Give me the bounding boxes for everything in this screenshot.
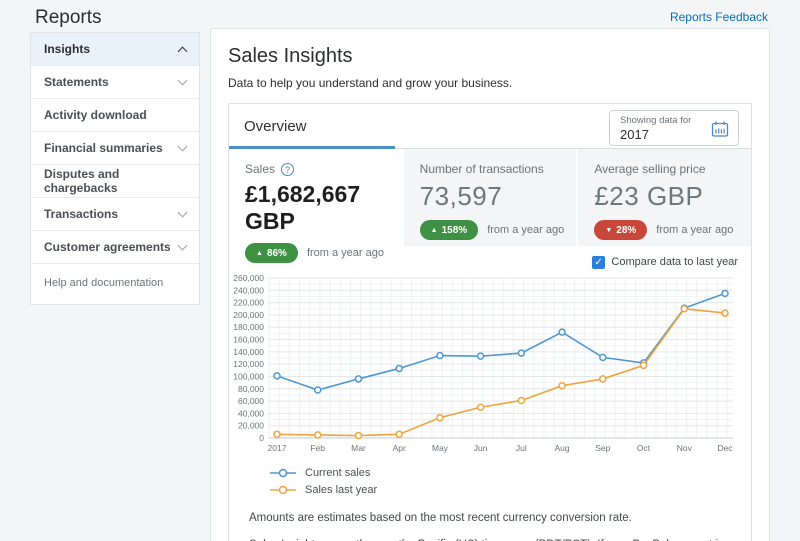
sidebar-help-link[interactable]: Help and documentation xyxy=(44,277,164,289)
help-icon[interactable]: ? xyxy=(281,162,295,176)
svg-text:May: May xyxy=(432,443,449,453)
sidebar-item-label: Insights xyxy=(44,42,91,56)
note-timezone: Sales Insights currently uses the Pacifi… xyxy=(249,537,747,541)
svg-text:100,000: 100,000 xyxy=(233,371,264,381)
sidebar-item-label: Disputes and chargebacks xyxy=(44,167,120,195)
section-title: Sales Insights xyxy=(228,45,353,67)
sidebar-item-statements[interactable]: Statements xyxy=(31,66,199,99)
sidebar-item-label: Transactions xyxy=(44,207,119,221)
change-badge: ▼ 28% xyxy=(594,220,648,240)
metric-value: £23 GBP xyxy=(594,181,704,211)
section-subtitle: Data to help you understand and grow you… xyxy=(228,76,513,90)
period-selector-value: 2017 xyxy=(620,127,649,142)
metric-label: Average selling price xyxy=(594,162,706,176)
svg-text:2017: 2017 xyxy=(268,443,287,453)
calendar-icon xyxy=(711,121,729,137)
svg-text:Jul: Jul xyxy=(516,443,527,453)
compare-checkbox[interactable] xyxy=(592,255,606,269)
legend-item-sales-last-year: Sales last year xyxy=(269,484,751,496)
metric-value: 73,597 xyxy=(419,181,503,211)
svg-text:160,000: 160,000 xyxy=(233,335,264,345)
overview-card: Overview Showing data for 2017 Sales? £1,… xyxy=(228,103,752,541)
chevron-up-icon xyxy=(177,46,188,56)
tab-overview-label: Overview xyxy=(244,118,307,135)
metric-value: £1,682,667 GBP xyxy=(245,181,361,234)
arrow-up-icon: ▲ xyxy=(256,249,263,257)
chevron-down-icon xyxy=(177,240,188,250)
sidebar-item-label: Statements xyxy=(44,75,109,89)
compare-row: Compare data to last year xyxy=(229,254,738,270)
metric-number-of-transactions: Number of transactions 73,597 ▲ 158% from a … xyxy=(401,149,577,246)
svg-text:220,000: 220,000 xyxy=(233,298,264,308)
notes: Amounts are estimates based on the most … xyxy=(249,510,747,541)
sidebar-item-transactions[interactable]: Transactions xyxy=(31,198,199,231)
svg-text:Dec: Dec xyxy=(717,443,733,453)
tab-overview[interactable]: Overview xyxy=(229,104,395,149)
svg-text:120,000: 120,000 xyxy=(233,359,264,369)
svg-text:Sep: Sep xyxy=(595,443,610,453)
metric-sales: Sales? £1,682,667 GBP ▲ 86% from a year ago xyxy=(229,149,402,263)
sidebar-item-insights[interactable]: Insights xyxy=(31,33,199,66)
metrics-row: Sales? £1,682,667 GBP ▲ 86% from a year ago N… xyxy=(229,149,752,263)
svg-text:180,000: 180,000 xyxy=(233,322,264,332)
compare-text: from a year ago xyxy=(487,224,565,236)
svg-text:Jun: Jun xyxy=(474,443,488,453)
compare-text: from a year ago xyxy=(306,247,384,259)
chart-legend: Current sales Sales last year xyxy=(269,467,751,496)
page-title: Reports xyxy=(35,7,102,28)
svg-text:40,000: 40,000 xyxy=(238,408,264,418)
sidebar: Insights Statements Activity download Finan… xyxy=(30,32,200,305)
svg-text:60,000: 60,000 xyxy=(238,396,264,406)
svg-text:80,000: 80,000 xyxy=(238,384,264,394)
period-selector[interactable]: Showing data for 2017 xyxy=(609,110,739,146)
sidebar-item-customer-agreements[interactable]: Customer agreements xyxy=(31,231,199,264)
svg-text:0: 0 xyxy=(259,433,264,443)
legend-label: Sales last year xyxy=(305,484,378,496)
change-badge: ▲ 86% xyxy=(245,243,298,263)
main-panel: Sales Insights Data to help you understa… xyxy=(210,28,770,541)
svg-text:260,000: 260,000 xyxy=(233,273,264,283)
metric-average-selling-price: Average selling price £23 GBP ▼ 28% from a y… xyxy=(576,149,752,246)
compare-text: from a year ago xyxy=(656,224,734,236)
legend-marker-icon xyxy=(270,485,296,495)
period-selector-label: Showing data for xyxy=(620,115,692,126)
metric-label: Number of transactions xyxy=(419,162,544,176)
sidebar-item-label: Customer agreements xyxy=(44,240,171,254)
reports-feedback-link[interactable]: Reports Feedback xyxy=(669,10,768,24)
svg-text:Feb: Feb xyxy=(310,443,325,453)
svg-text:Mar: Mar xyxy=(351,443,366,453)
metric-label: Sales xyxy=(245,162,276,176)
sidebar-item-disputes-and-chargebacks[interactable]: Disputes and chargebacks xyxy=(31,165,199,198)
change-badge: ▲ 158% xyxy=(419,220,479,240)
sidebar-item-financial-summaries[interactable]: Financial summaries xyxy=(31,132,199,165)
sidebar-item-label: Activity download xyxy=(44,108,147,122)
svg-text:Oct: Oct xyxy=(637,443,651,453)
compare-checkbox-label: Compare data to last year xyxy=(611,256,738,268)
sales-chart: 0 20,000 40,000 60,000 80,000 100,000 120,000 1… xyxy=(231,272,751,463)
svg-text:20,000: 20,000 xyxy=(238,421,264,431)
svg-text:240,000: 240,000 xyxy=(233,285,264,295)
tab-bar: Overview Showing data for 2017 xyxy=(229,104,751,149)
note-currency: Amounts are estimates based on the most … xyxy=(249,512,632,524)
sidebar-item-activity-download[interactable]: Activity download xyxy=(31,99,199,132)
svg-text:Aug: Aug xyxy=(555,443,570,453)
legend-item-current-sales: Current sales xyxy=(269,467,751,479)
svg-text:200,000: 200,000 xyxy=(233,310,264,320)
legend-marker-icon xyxy=(270,468,296,478)
chevron-down-icon xyxy=(177,141,188,151)
legend-label: Current sales xyxy=(305,467,371,479)
chevron-down-icon xyxy=(177,75,188,85)
svg-text:Nov: Nov xyxy=(677,443,693,453)
sidebar-item-label: Financial summaries xyxy=(44,141,163,155)
arrow-down-icon: ▼ xyxy=(605,226,613,234)
svg-text:Apr: Apr xyxy=(393,443,406,453)
arrow-up-icon: ▲ xyxy=(430,226,438,234)
chevron-down-icon xyxy=(177,207,188,217)
svg-text:140,000: 140,000 xyxy=(233,347,264,357)
